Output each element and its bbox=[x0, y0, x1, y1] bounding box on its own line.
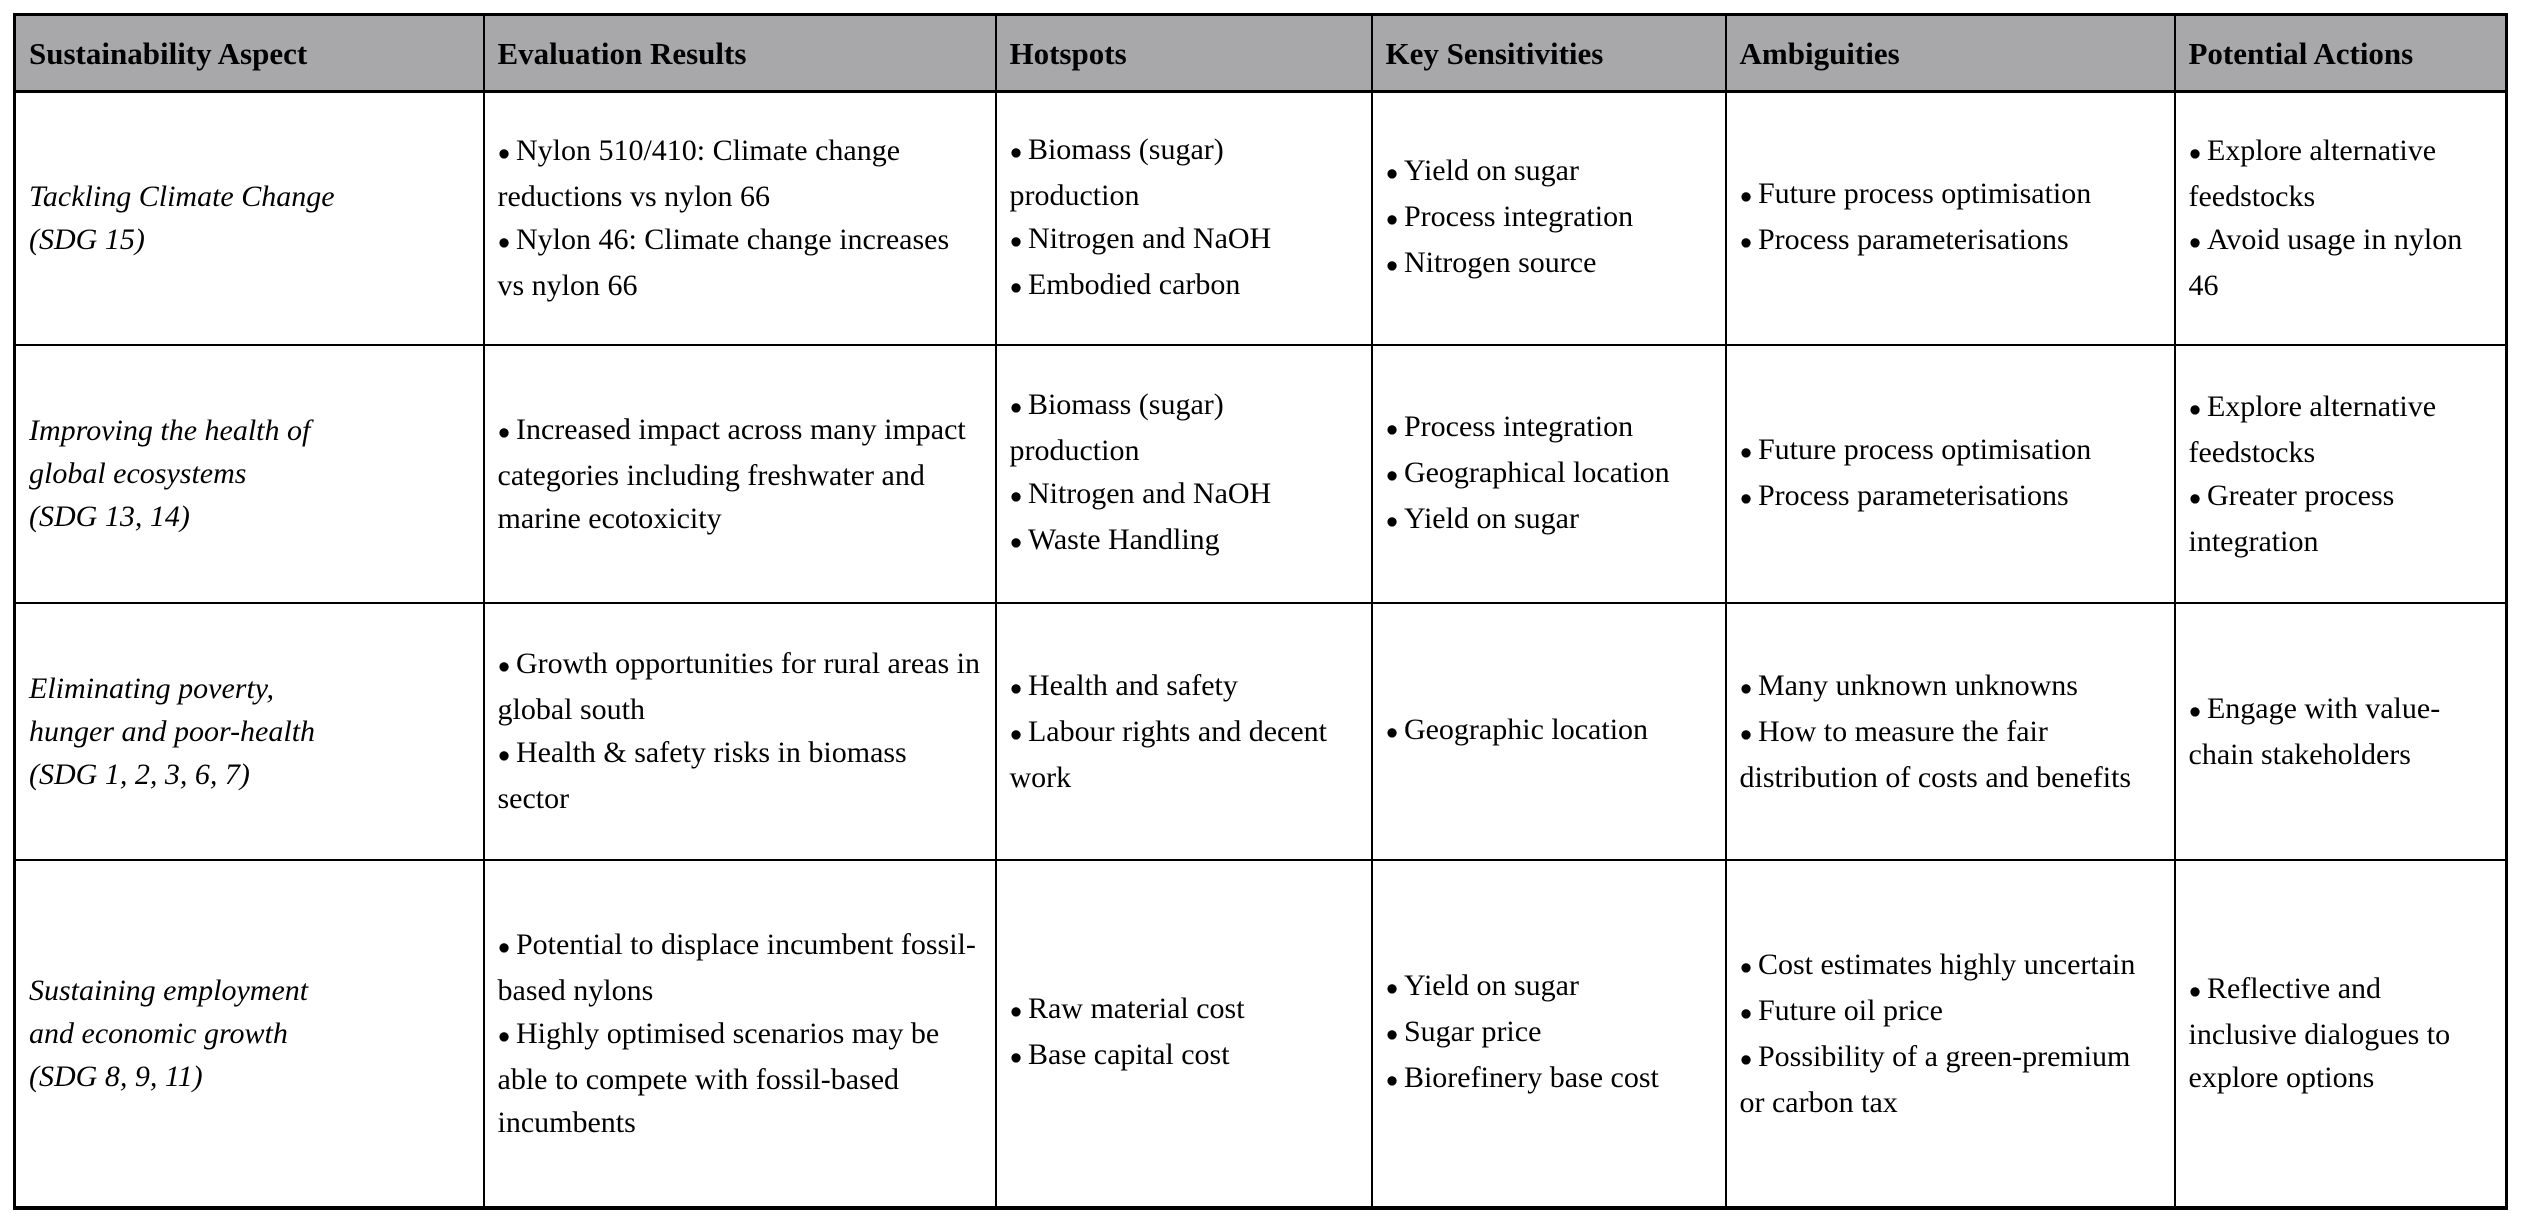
bullet-item: Engage with value-chain stakeholders bbox=[2189, 687, 2492, 776]
potential-actions-cell: Engage with value-chain stakeholders bbox=[2173, 601, 2508, 861]
bullet-item: Biomass (sugar) production bbox=[1010, 128, 1357, 217]
bullet-item: Nitrogen and NaOH bbox=[1010, 472, 1357, 518]
bullet-item: Growth opportunities for rural areas in … bbox=[498, 642, 981, 731]
bullet-item: Explore alternative feedstocks bbox=[2189, 129, 2492, 218]
bullet-item: Reflective and inclusive dialogues to ex… bbox=[2189, 967, 2492, 1099]
potential-actions-cell: Explore alternative feedstocksAvoid usag… bbox=[2173, 90, 2508, 346]
aspect-label: Eliminating poverty, hunger and poor-hea… bbox=[29, 671, 316, 791]
evaluation-results-cell: Growth opportunities for rural areas in … bbox=[482, 601, 997, 861]
bullet-item: Labour rights and decent work bbox=[1010, 710, 1357, 799]
key-sensitivities-cell: Yield on sugarProcess integrationNitroge… bbox=[1370, 90, 1727, 346]
bullet-item: Potential to displace incumbent fossil-b… bbox=[498, 923, 981, 1012]
column-header-key-sensitivities: Key Sensitivities bbox=[1370, 13, 1727, 93]
hotspots-cell: Biomass (sugar) productionNitrogen and N… bbox=[994, 343, 1373, 604]
bullet-item: Yield on sugar bbox=[1386, 964, 1711, 1010]
aspect-cell: Tackling Climate Change (SDG 15) bbox=[13, 90, 485, 346]
bullet-item: Biomass (sugar) production bbox=[1010, 383, 1357, 472]
column-header-ambiguities: Ambiguities bbox=[1724, 13, 2176, 93]
ambiguities-cell: Many unknown unknownsHow to measure the … bbox=[1724, 601, 2176, 861]
hotspots-cell: Biomass (sugar) productionNitrogen and N… bbox=[994, 90, 1373, 346]
bullet-item: Sugar price bbox=[1386, 1010, 1711, 1056]
bullet-item: Base capital cost bbox=[1010, 1033, 1357, 1079]
ambiguities-cell: Cost estimates highly uncertainFuture oi… bbox=[1724, 858, 2176, 1209]
bullet-item: Nitrogen source bbox=[1386, 241, 1711, 287]
bullet-item: Yield on sugar bbox=[1386, 497, 1711, 543]
bullet-item: Process parameterisations bbox=[1740, 218, 2160, 264]
aspect-label: Improving the health of global ecosystem… bbox=[29, 414, 311, 533]
hotspots-cell: Raw material costBase capital cost bbox=[994, 858, 1373, 1209]
bullet-item: Possibility of a green-premium or carbon… bbox=[1740, 1035, 2160, 1124]
bullet-item: Future oil price bbox=[1740, 989, 2160, 1035]
bullet-item: Highly optimised scenarios may be able t… bbox=[498, 1012, 981, 1144]
potential-actions-cell: Explore alternative feedstocksGreater pr… bbox=[2173, 343, 2508, 604]
bullet-item: Process integration bbox=[1386, 195, 1711, 241]
bullet-item: Raw material cost bbox=[1010, 987, 1357, 1033]
bullet-item: Greater process integration bbox=[2189, 474, 2492, 563]
aspect-label: Tackling Climate Change (SDG 15) bbox=[29, 180, 335, 257]
sustainability-results-table: Sustainability Aspect Evaluation Results… bbox=[13, 13, 2508, 1210]
table-row: Sustaining employment and economic growt… bbox=[13, 858, 2508, 1209]
aspect-cell: Improving the health of global ecosystem… bbox=[13, 343, 485, 604]
aspect-cell: Eliminating poverty, hunger and poor-hea… bbox=[13, 601, 485, 861]
bullet-item: Embodied carbon bbox=[1010, 263, 1357, 309]
bullet-item: Process integration bbox=[1386, 405, 1711, 451]
evaluation-results-cell: Increased impact across many impact cate… bbox=[482, 343, 997, 604]
key-sensitivities-cell: Process integrationGeographical location… bbox=[1370, 343, 1727, 604]
table-body: Tackling Climate Change (SDG 15) Nylon 51… bbox=[13, 90, 2508, 1209]
bullet-item: Nylon 510/410: Climate change reductions… bbox=[498, 129, 981, 218]
table-row: Tackling Climate Change (SDG 15) Nylon 51… bbox=[13, 90, 2508, 346]
bullet-item: Waste Handling bbox=[1010, 518, 1357, 564]
bullet-item: Health and safety bbox=[1010, 664, 1357, 710]
bullet-item: Cost estimates highly uncertain bbox=[1740, 943, 2160, 989]
header-row: Sustainability Aspect Evaluation Results… bbox=[13, 13, 2508, 93]
ambiguities-cell: Future process optimisationProcess param… bbox=[1724, 343, 2176, 604]
evaluation-results-cell: Potential to displace incumbent fossil-b… bbox=[482, 858, 997, 1209]
bullet-item: Nitrogen and NaOH bbox=[1010, 217, 1357, 263]
key-sensitivities-cell: Yield on sugarSugar priceBiorefinery bas… bbox=[1370, 858, 1727, 1209]
bullet-item: Increased impact across many impact cate… bbox=[498, 408, 981, 540]
potential-actions-cell: Reflective and inclusive dialogues to ex… bbox=[2173, 858, 2508, 1209]
bullet-item: Future process optimisation bbox=[1740, 428, 2160, 474]
column-header-sustainability-aspect: Sustainability Aspect bbox=[13, 13, 485, 93]
aspect-label: Sustaining employment and economic growt… bbox=[29, 973, 309, 1093]
table-header: Sustainability Aspect Evaluation Results… bbox=[13, 13, 2508, 93]
ambiguities-cell: Future process optimisationProcess param… bbox=[1724, 90, 2176, 346]
bullet-item: Health & safety risks in biomass sector bbox=[498, 731, 981, 820]
bullet-item: Avoid usage in nylon 46 bbox=[2189, 218, 2492, 307]
bullet-item: Nylon 46: Climate change increases vs ny… bbox=[498, 218, 981, 307]
bullet-item: Many unknown unknowns bbox=[1740, 664, 2160, 710]
table-row: Improving the health of global ecosystem… bbox=[13, 343, 2508, 604]
hotspots-cell: Health and safetyLabour rights and decen… bbox=[994, 601, 1373, 861]
table-row: Eliminating poverty, hunger and poor-hea… bbox=[13, 601, 2508, 861]
bullet-item: Yield on sugar bbox=[1386, 149, 1711, 195]
bullet-item: How to measure the fair distribution of … bbox=[1740, 710, 2160, 799]
column-header-hotspots: Hotspots bbox=[994, 13, 1373, 93]
bullet-item: Geographical location bbox=[1386, 451, 1711, 497]
bullet-item: Geographic location bbox=[1386, 708, 1711, 754]
key-sensitivities-cell: Geographic location bbox=[1370, 601, 1727, 861]
column-header-potential-actions: Potential Actions bbox=[2173, 13, 2508, 93]
bullet-item: Biorefinery base cost bbox=[1386, 1056, 1711, 1102]
bullet-item: Future process optimisation bbox=[1740, 172, 2160, 218]
evaluation-results-cell: Nylon 510/410: Climate change reductions… bbox=[482, 90, 997, 346]
bullet-item: Explore alternative feedstocks bbox=[2189, 385, 2492, 474]
aspect-cell: Sustaining employment and economic growt… bbox=[13, 858, 485, 1209]
column-header-evaluation-results: Evaluation Results bbox=[482, 13, 997, 93]
bullet-item: Process parameterisations bbox=[1740, 474, 2160, 520]
